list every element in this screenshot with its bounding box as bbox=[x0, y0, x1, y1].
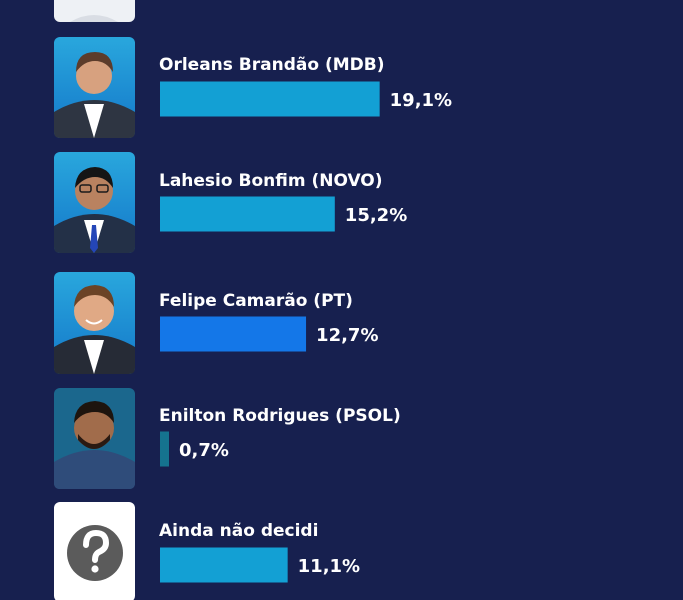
chart-row-felipe: Felipe Camarão (PT) 12,7% bbox=[54, 272, 379, 374]
candidate-photo-lahesio bbox=[54, 152, 135, 253]
chart-row-lahesio: Lahesio Bonfim (NOVO) 15,2% bbox=[54, 152, 407, 253]
cropped-candidate-photo bbox=[54, 0, 135, 22]
value-label-4: 0,7% bbox=[179, 440, 229, 461]
value-label-5: 11,1% bbox=[298, 556, 360, 577]
person-portrait-icon bbox=[70, 15, 118, 22]
bar-label-4: Enilton Rodrigues (PSOL) bbox=[159, 406, 401, 426]
candidate-photo-orleans bbox=[54, 37, 135, 138]
chart-row-cropped bbox=[54, 0, 135, 22]
question-mark-icon bbox=[54, 502, 135, 600]
bar-label-3: Felipe Camarão (PT) bbox=[159, 291, 353, 311]
value-label-1: 19,1% bbox=[390, 90, 452, 111]
bar-felipe bbox=[160, 316, 307, 352]
bar-label-1: Orleans Brandão (MDB) bbox=[159, 55, 384, 75]
bar-label-2: Lahesio Bonfim (NOVO) bbox=[159, 171, 383, 191]
value-label-2: 15,2% bbox=[345, 205, 407, 226]
bar-lahesio bbox=[160, 196, 335, 232]
bar-undecided bbox=[160, 547, 288, 583]
chart-row-enilton: Enilton Rodrigues (PSOL) 0,7% bbox=[54, 388, 401, 489]
value-label-3: 12,7% bbox=[316, 325, 378, 346]
chart-row-orleans: Orleans Brandão (MDB) 19,1% bbox=[54, 37, 452, 138]
bar-label-5: Ainda não decidi bbox=[159, 521, 318, 541]
candidate-photo-enilton bbox=[54, 388, 135, 489]
chart-row-undecided: Ainda não decidi 11,1% bbox=[54, 502, 360, 600]
bar-orleans bbox=[160, 81, 380, 117]
candidate-photo-felipe bbox=[54, 272, 135, 374]
bar-enilton bbox=[160, 431, 169, 467]
